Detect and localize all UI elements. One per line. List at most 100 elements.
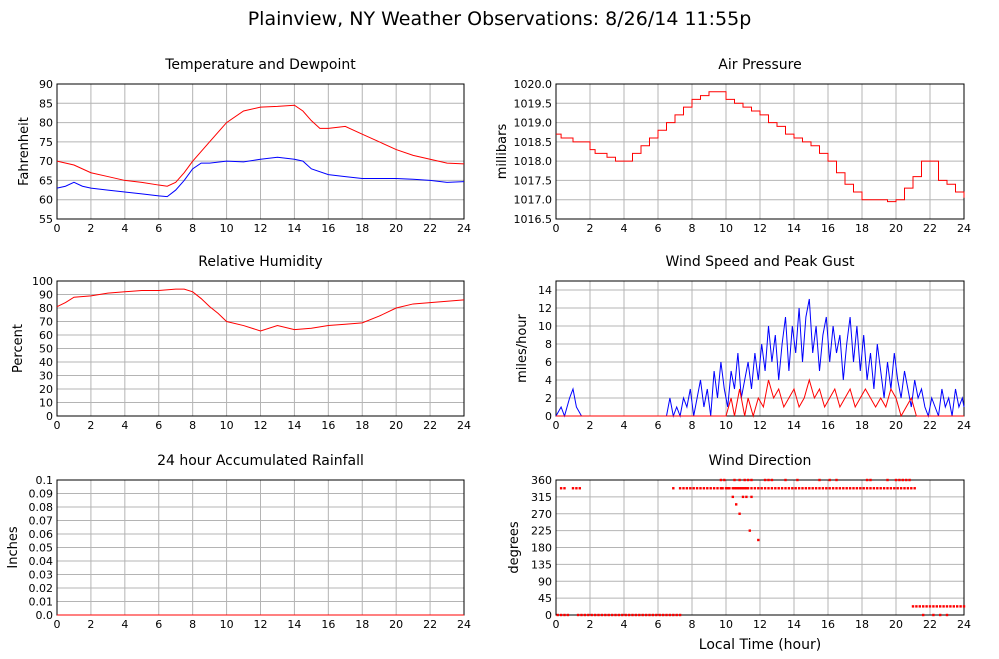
y-tick-label: 90 [538, 575, 552, 588]
direction-point [962, 605, 966, 608]
direction-point [949, 605, 952, 608]
direction-point [903, 487, 906, 490]
direction-point [763, 487, 767, 490]
plot-frame [56, 83, 465, 220]
x-tick-label: 14 [287, 419, 301, 432]
direction-point [922, 613, 925, 617]
x-tick-label: 18 [855, 419, 869, 432]
direction-point [939, 605, 942, 608]
direction-point [743, 487, 746, 490]
direction-point [750, 487, 753, 490]
direction-point [593, 613, 597, 617]
x-tick-label: 12 [753, 419, 767, 432]
y-tick-label: 1018.0 [514, 155, 553, 168]
wind-series-line-2 [556, 378, 964, 418]
y-tick-label: 0 [46, 410, 53, 423]
y-tick-label: 0.02 [29, 582, 54, 595]
y-tick-label: 70 [39, 155, 53, 168]
direction-point [838, 487, 842, 490]
direction-point [731, 487, 734, 490]
x-tick-label: 22 [423, 222, 437, 235]
direction-point [894, 478, 898, 482]
direction-point [886, 487, 889, 490]
direction-point [556, 613, 559, 617]
direction-point [563, 487, 566, 490]
x-tick-label: 2 [87, 618, 94, 631]
direction-point [678, 613, 682, 617]
y-tick-label: 0.04 [29, 555, 54, 568]
direction-point [738, 512, 741, 515]
direction-point [804, 487, 808, 490]
temperature-series-line-2 [56, 156, 465, 198]
direction-point [597, 613, 600, 617]
direction-point [767, 478, 770, 482]
direction-point [869, 478, 872, 482]
x-tick-label: 4 [621, 419, 628, 432]
y-tick-label: 65 [39, 174, 53, 187]
direction-point [945, 613, 949, 617]
y-tick-label: 1020.0 [514, 78, 553, 91]
x-tick-label: 22 [923, 419, 937, 432]
x-tick-label: 20 [889, 618, 903, 631]
direction-point [794, 487, 797, 490]
direction-point [604, 613, 607, 617]
y-tick-label: 0.06 [29, 528, 54, 541]
humidity-series-line-1 [56, 288, 465, 332]
direction-point [672, 487, 675, 490]
direction-point [750, 495, 753, 499]
direction-point [928, 605, 932, 608]
direction-point [627, 613, 631, 617]
x-tick-label: 16 [821, 618, 835, 631]
direction-y-axis-label: degrees [507, 521, 522, 574]
x-tick-label: 2 [587, 419, 594, 432]
x-tick-label: 0 [553, 419, 560, 432]
direction-point [898, 478, 901, 482]
direction-point [721, 487, 724, 490]
direction-point [913, 487, 916, 490]
direction-point [797, 487, 801, 490]
y-tick-label: 30 [39, 370, 53, 383]
x-tick-label: 10 [220, 222, 234, 235]
direction-point [716, 487, 719, 490]
x-tick-label: 16 [821, 222, 835, 235]
y-tick-label: 1018.5 [514, 136, 553, 149]
y-tick-label: 135 [531, 558, 552, 571]
y-tick-label: 225 [531, 525, 552, 538]
wind-series-line-1 [555, 298, 965, 418]
direction-point [757, 538, 760, 542]
direction-chart: 0 2 4 6 8 10 12 14 16 18 20 22 240459013518022527031… [507, 453, 971, 653]
direction-point [678, 487, 682, 490]
x-tick-label: 20 [389, 222, 403, 235]
direction-point [728, 487, 731, 490]
pressure-y-axis-label: millibars [495, 124, 510, 180]
y-tick-label: 70 [39, 316, 53, 329]
direction-point [767, 487, 770, 490]
direction-point [631, 613, 634, 617]
direction-point [932, 613, 935, 617]
direction-x-axis-label: Local Time (hour) [699, 637, 821, 653]
direction-point [784, 478, 787, 482]
direction-point [945, 605, 949, 608]
direction-point [733, 478, 736, 482]
direction-point [719, 478, 723, 482]
direction-point [814, 487, 818, 490]
direction-point [939, 613, 942, 617]
x-tick-label: 14 [787, 222, 801, 235]
y-tick-label: 80 [39, 302, 53, 315]
direction-point [825, 487, 828, 490]
y-tick-label: 2 [545, 392, 552, 405]
x-tick-label: 0 [553, 618, 560, 631]
plot-frame [56, 280, 465, 417]
direction-point [590, 613, 593, 617]
y-tick-label: 1019.0 [514, 117, 553, 130]
x-tick-label: 2 [587, 618, 594, 631]
direction-point [617, 613, 621, 617]
direction-point [665, 613, 668, 617]
x-tick-label: 8 [689, 618, 696, 631]
x-tick-label: 14 [287, 222, 301, 235]
direction-point [922, 605, 925, 608]
x-tick-label: 6 [155, 618, 162, 631]
direction-point [563, 613, 566, 617]
x-tick-label: 6 [655, 618, 662, 631]
direction-point [932, 605, 935, 608]
